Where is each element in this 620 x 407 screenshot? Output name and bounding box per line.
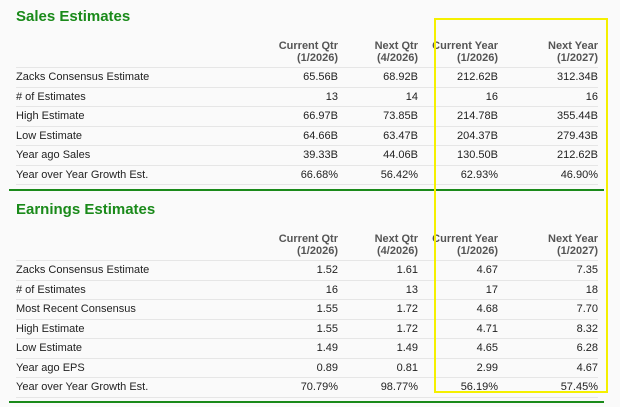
cell-value: 63.47B	[338, 126, 418, 146]
row-label: Most Recent Consensus	[16, 299, 246, 320]
earnings-estimates-table: Current Qtr (1/2026) Next Qtr (4/2026) Curre…	[16, 221, 598, 398]
cell-value: 13	[338, 280, 418, 300]
cell-value: 7.70	[498, 299, 598, 320]
cell-value: 46.90%	[498, 165, 598, 185]
cell-value: 57.45%	[498, 377, 598, 398]
column-header: Next Qtr (4/2026)	[338, 221, 418, 261]
cell-value: 44.06B	[338, 145, 418, 166]
row-label: Year over Year Growth Est.	[16, 165, 246, 185]
cell-value: 4.67	[418, 260, 498, 281]
cell-value: 13	[258, 87, 338, 107]
cell-value: 0.81	[338, 358, 418, 378]
cell-value: 16	[418, 87, 498, 107]
cell-value: 1.61	[338, 260, 418, 281]
cell-value: 66.68%	[258, 165, 338, 185]
table-row: Year ago EPS 0.89 0.81 2.99 4.67	[16, 358, 598, 378]
section-divider	[9, 189, 604, 191]
column-header: Current Year (1/2026)	[418, 221, 498, 261]
cell-value: 4.65	[418, 338, 498, 359]
cell-value: 16	[258, 280, 338, 300]
cell-value: 56.19%	[418, 377, 498, 398]
table-row: Low Estimate 1.49 1.49 4.65 6.28	[16, 338, 598, 359]
cell-value: 212.62B	[498, 145, 598, 166]
table-row: High Estimate 66.97B 73.85B 214.78B 355.44B	[16, 106, 598, 127]
cell-value: 65.56B	[258, 67, 338, 88]
cell-value: 214.78B	[418, 106, 498, 127]
cell-value: 73.85B	[338, 106, 418, 127]
cell-value: 1.49	[258, 338, 338, 359]
cell-value: 18	[498, 280, 598, 300]
column-header: Current Qtr (1/2026)	[258, 28, 338, 68]
row-label: Year over Year Growth Est.	[16, 377, 246, 398]
column-header: Next Qtr (4/2026)	[338, 28, 418, 68]
cell-value: 2.99	[418, 358, 498, 378]
cell-value: 1.72	[338, 319, 418, 339]
row-label: Zacks Consensus Estimate	[16, 260, 246, 281]
row-label: High Estimate	[16, 106, 246, 127]
cell-value: 98.77%	[338, 377, 418, 398]
header-row: Current Qtr (1/2026) Next Qtr (4/2026) Curre…	[16, 28, 598, 68]
table-row: Low Estimate 64.66B 63.47B 204.37B 279.43B	[16, 126, 598, 146]
cell-value: 70.79%	[258, 377, 338, 398]
cell-value: 355.44B	[498, 106, 598, 127]
cell-value: 17	[418, 280, 498, 300]
sales-estimates-table: Current Qtr (1/2026) Next Qtr (4/2026) Curre…	[16, 28, 598, 185]
row-label: # of Estimates	[16, 280, 246, 300]
cell-value: 312.34B	[498, 67, 598, 88]
cell-value: 130.50B	[418, 145, 498, 166]
cell-value: 1.72	[338, 299, 418, 320]
cell-value: 6.28	[498, 338, 598, 359]
row-label: Year ago EPS	[16, 358, 246, 378]
table-row: # of Estimates 13 14 16 16	[16, 87, 598, 107]
sales-estimates-section: Sales Estimates Current Qtr (1/2026) Next …	[16, 6, 598, 185]
cell-value: 39.33B	[258, 145, 338, 166]
column-header: Current Qtr (1/2026)	[258, 221, 338, 261]
column-header: Current Year (1/2026)	[418, 28, 498, 68]
table-row: Year over Year Growth Est. 66.68% 56.42% 62…	[16, 165, 598, 185]
cell-value: 204.37B	[418, 126, 498, 146]
cell-value: 56.42%	[338, 165, 418, 185]
section-title: Sales Estimates	[16, 8, 131, 25]
cell-value: 7.35	[498, 260, 598, 281]
column-header: Next Year (1/2027)	[498, 28, 598, 68]
section-title: Earnings Estimates	[16, 201, 156, 218]
earnings-estimates-section: Earnings Estimates Current Qtr (1/2026) Ne…	[16, 199, 598, 398]
cell-value: 8.32	[498, 319, 598, 339]
cell-value: 1.55	[258, 319, 338, 339]
cell-value: 64.66B	[258, 126, 338, 146]
row-label: Low Estimate	[16, 338, 246, 359]
row-label: Year ago Sales	[16, 145, 246, 166]
cell-value: 279.43B	[498, 126, 598, 146]
table-row: Most Recent Consensus 1.55 1.72 4.68 7.70	[16, 299, 598, 320]
cell-value: 1.52	[258, 260, 338, 281]
table-row: Year ago Sales 39.33B 44.06B 130.50B 212.62B	[16, 145, 598, 166]
table-row: High Estimate 1.55 1.72 4.71 8.32	[16, 319, 598, 339]
cell-value: 16	[498, 87, 598, 107]
row-label: High Estimate	[16, 319, 246, 339]
header-row: Current Qtr (1/2026) Next Qtr (4/2026) Curre…	[16, 221, 598, 261]
column-header: Next Year (1/2027)	[498, 221, 598, 261]
cell-value: 212.62B	[418, 67, 498, 88]
cell-value: 68.92B	[338, 67, 418, 88]
cell-value: 66.97B	[258, 106, 338, 127]
table-row: Zacks Consensus Estimate 65.56B 68.92B 212.…	[16, 67, 598, 88]
row-label: Low Estimate	[16, 126, 246, 146]
table-row: # of Estimates 16 13 17 18	[16, 280, 598, 300]
cell-value: 1.55	[258, 299, 338, 320]
cell-value: 4.71	[418, 319, 498, 339]
cell-value: 4.67	[498, 358, 598, 378]
cell-value: 0.89	[258, 358, 338, 378]
cell-value: 1.49	[338, 338, 418, 359]
table-row: Year over Year Growth Est. 70.79% 98.77% 56…	[16, 377, 598, 398]
row-label: # of Estimates	[16, 87, 246, 107]
section-divider	[9, 401, 604, 403]
row-label: Zacks Consensus Estimate	[16, 67, 246, 88]
cell-value: 14	[338, 87, 418, 107]
table-row: Zacks Consensus Estimate 1.52 1.61 4.67 7.35	[16, 260, 598, 281]
cell-value: 4.68	[418, 299, 498, 320]
cell-value: 62.93%	[418, 165, 498, 185]
